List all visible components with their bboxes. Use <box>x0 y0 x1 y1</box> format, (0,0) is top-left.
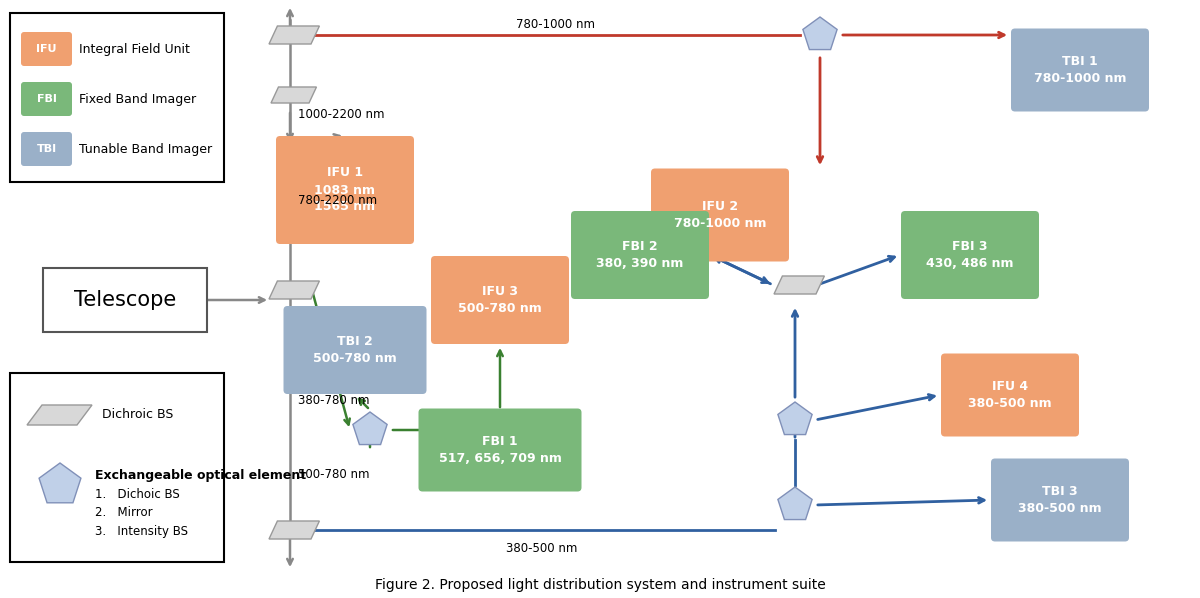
Text: 500-780 nm: 500-780 nm <box>298 468 370 481</box>
Text: 3.   Intensity BS: 3. Intensity BS <box>95 524 188 538</box>
FancyBboxPatch shape <box>43 268 208 332</box>
Text: 780-2200 nm: 780-2200 nm <box>298 194 377 206</box>
Polygon shape <box>778 402 812 435</box>
FancyBboxPatch shape <box>22 132 72 166</box>
Polygon shape <box>269 281 319 299</box>
FancyBboxPatch shape <box>571 211 709 299</box>
Polygon shape <box>269 521 319 539</box>
FancyBboxPatch shape <box>431 256 569 344</box>
Text: Telescope: Telescope <box>74 290 176 310</box>
FancyBboxPatch shape <box>941 353 1079 437</box>
Text: FBI 3
430, 486 nm: FBI 3 430, 486 nm <box>926 240 1014 270</box>
FancyBboxPatch shape <box>419 408 582 492</box>
Polygon shape <box>778 487 812 520</box>
Text: FBI 1
517, 656, 709 nm: FBI 1 517, 656, 709 nm <box>438 435 562 465</box>
Text: IFU 4
380-500 nm: IFU 4 380-500 nm <box>968 380 1052 410</box>
Text: Fixed Band Imager: Fixed Band Imager <box>79 93 196 105</box>
Text: Tunable Band Imager: Tunable Band Imager <box>79 142 212 155</box>
Text: IFU: IFU <box>36 44 56 54</box>
Text: Integral Field Unit: Integral Field Unit <box>79 42 190 56</box>
Polygon shape <box>28 405 92 425</box>
Text: 780-1000 nm: 780-1000 nm <box>516 19 594 32</box>
FancyBboxPatch shape <box>10 373 224 562</box>
Text: 380-500 nm: 380-500 nm <box>506 542 577 554</box>
Text: TBI 2
500-780 nm: TBI 2 500-780 nm <box>313 335 397 365</box>
Text: IFU 2
780-1000 nm: IFU 2 780-1000 nm <box>673 200 767 230</box>
Text: Figure 2. Proposed light distribution system and instrument suite: Figure 2. Proposed light distribution sy… <box>374 578 826 592</box>
Polygon shape <box>803 17 838 50</box>
FancyBboxPatch shape <box>991 459 1129 542</box>
Text: TBI: TBI <box>36 144 56 154</box>
FancyBboxPatch shape <box>1010 29 1150 111</box>
Text: TBI 1
780-1000 nm: TBI 1 780-1000 nm <box>1033 55 1127 85</box>
Polygon shape <box>353 412 388 444</box>
Polygon shape <box>482 412 517 444</box>
Text: 380-780 nm: 380-780 nm <box>298 393 370 407</box>
Polygon shape <box>774 276 824 294</box>
FancyBboxPatch shape <box>10 13 224 182</box>
Text: IFU 3
500-780 nm: IFU 3 500-780 nm <box>458 285 542 315</box>
Polygon shape <box>40 463 80 503</box>
Text: 2.   Mirror: 2. Mirror <box>95 507 152 520</box>
FancyBboxPatch shape <box>283 306 426 394</box>
Text: TBI 3
380-500 nm: TBI 3 380-500 nm <box>1018 485 1102 515</box>
Text: FBI 2
380, 390 nm: FBI 2 380, 390 nm <box>596 240 684 270</box>
Polygon shape <box>269 26 319 44</box>
FancyBboxPatch shape <box>276 136 414 244</box>
FancyBboxPatch shape <box>22 32 72 66</box>
Text: IFU 1
1083 nm
1565 nm: IFU 1 1083 nm 1565 nm <box>314 166 376 213</box>
FancyBboxPatch shape <box>22 82 72 116</box>
Text: Exchangeable optical element: Exchangeable optical element <box>95 468 306 481</box>
Polygon shape <box>271 87 317 103</box>
FancyBboxPatch shape <box>650 169 790 261</box>
Text: 1000-2200 nm: 1000-2200 nm <box>298 108 384 121</box>
FancyBboxPatch shape <box>901 211 1039 299</box>
Text: FBI: FBI <box>36 94 56 104</box>
Text: Dichroic BS: Dichroic BS <box>102 408 173 422</box>
Text: 1.   Dichoic BS: 1. Dichoic BS <box>95 489 180 502</box>
